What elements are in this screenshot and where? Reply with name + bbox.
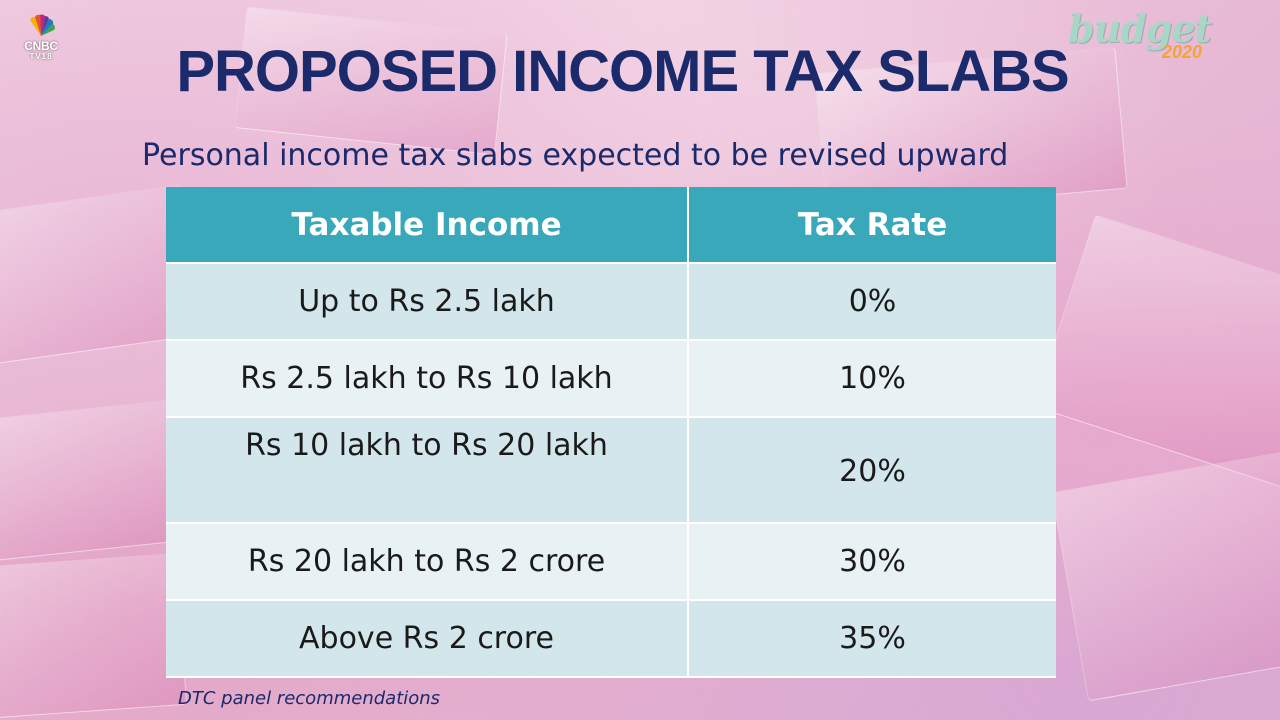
table-row: Rs 2.5 lakh to Rs 10 lakh 10% — [166, 341, 1056, 418]
table-row: Rs 20 lakh to Rs 2 crore 30% — [166, 524, 1056, 601]
header-tax-rate: Tax Rate — [689, 187, 1056, 264]
page-subtitle: Personal income tax slabs expected to be… — [142, 138, 1009, 173]
channel-suffix: TV18 — [29, 52, 53, 61]
income-cell: Rs 10 lakh to Rs 20 lakh — [166, 418, 689, 524]
budget-logo: budget 2020 — [1062, 6, 1242, 86]
peacock-icon — [30, 14, 55, 36]
rate-cell: 30% — [689, 524, 1056, 601]
currency-note-decoration — [1033, 214, 1280, 488]
rate-cell: 20% — [689, 418, 1056, 524]
source-footnote: DTC panel recommendations — [178, 688, 441, 709]
channel-logo: CNBC TV18 — [14, 14, 68, 66]
income-cell: Up to Rs 2.5 lakh — [166, 264, 689, 341]
table-row: Rs 10 lakh to Rs 20 lakh 20% — [166, 418, 1056, 524]
rate-cell: 10% — [689, 341, 1056, 418]
table-row: Up to Rs 2.5 lakh 0% — [166, 264, 1056, 341]
rate-cell: 0% — [689, 264, 1056, 341]
income-cell: Above Rs 2 crore — [166, 601, 689, 678]
currency-note-decoration — [1051, 450, 1280, 702]
header-taxable-income: Taxable Income — [166, 187, 689, 264]
table-row: Above Rs 2 crore 35% — [166, 601, 1056, 678]
channel-name: CNBC — [24, 39, 58, 53]
currency-note-decoration — [0, 399, 189, 563]
page-title: PROPOSED INCOME TAX SLABS — [176, 39, 1069, 104]
income-cell: Rs 2.5 lakh to Rs 10 lakh — [166, 341, 689, 418]
budget-word: budget — [1068, 6, 1212, 51]
tax-slab-table: Taxable Income Tax Rate Up to Rs 2.5 lak… — [166, 187, 1056, 678]
budget-year: 2020 — [1162, 42, 1203, 62]
table-header-row: Taxable Income Tax Rate — [166, 187, 1056, 264]
income-cell: Rs 20 lakh to Rs 2 crore — [166, 524, 689, 601]
currency-note-decoration — [0, 553, 188, 719]
rate-cell: 35% — [689, 601, 1056, 678]
